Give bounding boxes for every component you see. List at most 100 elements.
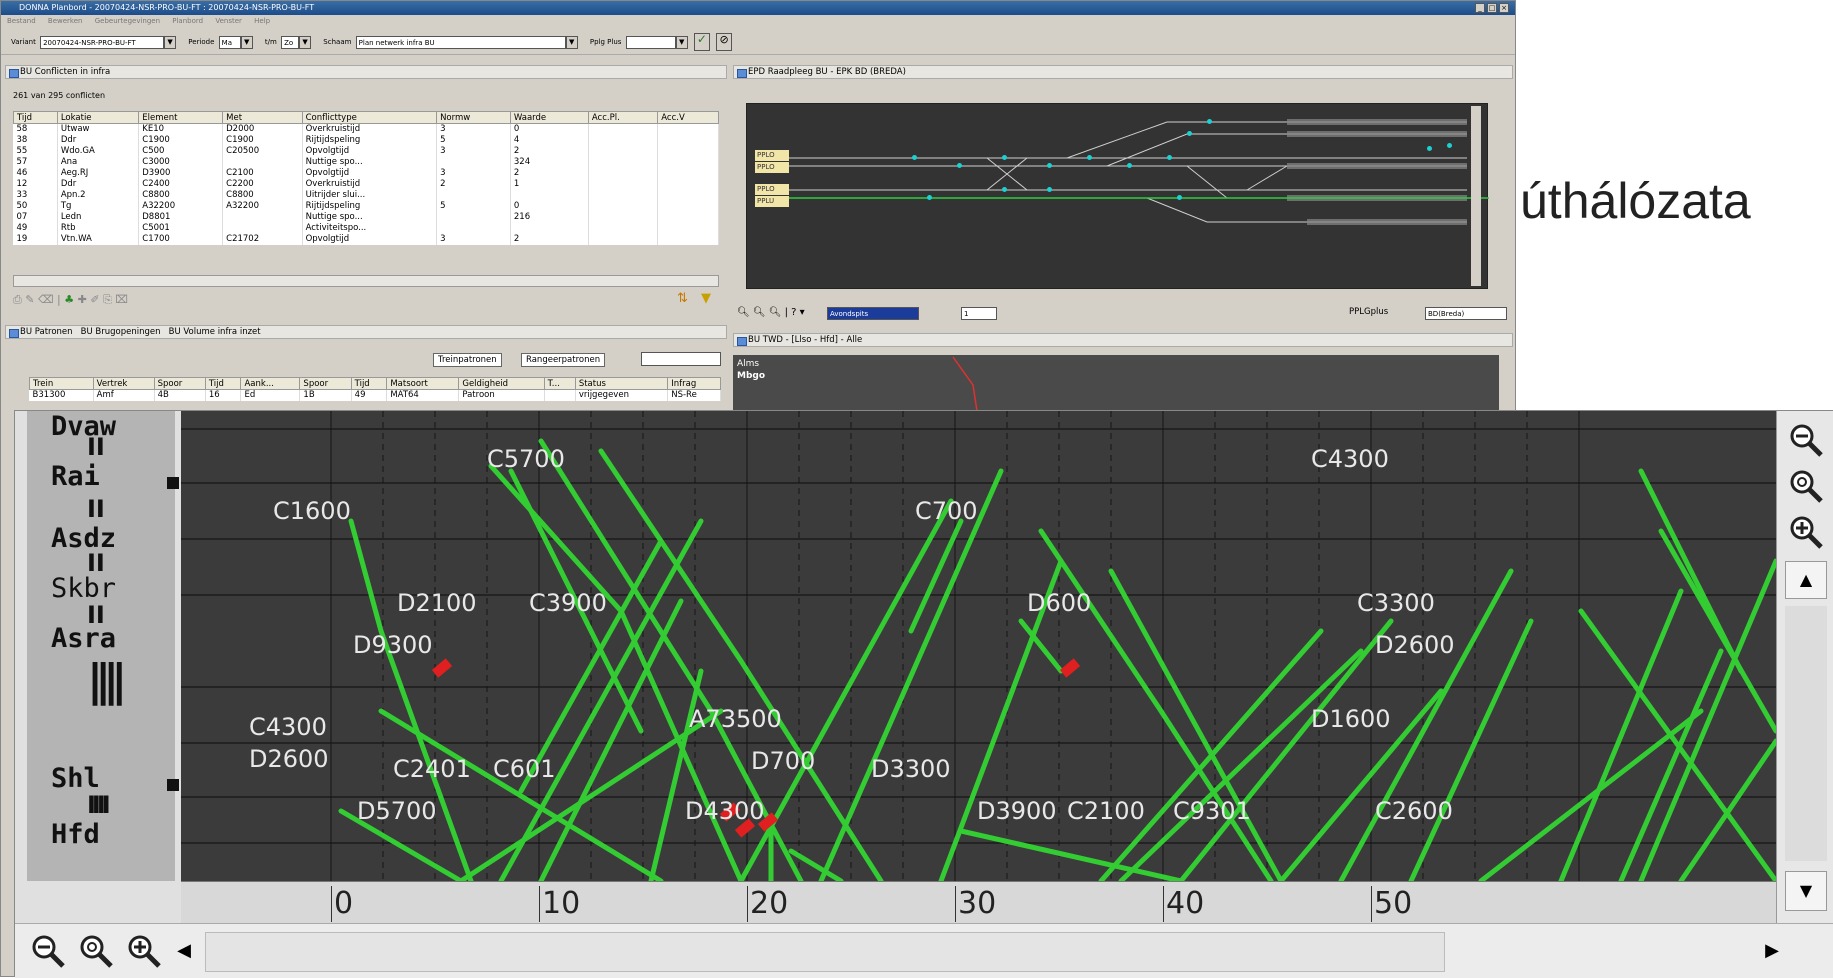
scroll-right-button[interactable]: ▶ — [1765, 940, 1779, 961]
table-row[interactable]: 07 Ledn D8801 Nuttige spo... 216 — [13, 211, 719, 223]
train-path[interactable] — [1338, 568, 1514, 881]
train-path[interactable] — [1118, 648, 1364, 881]
menu-bewerken[interactable]: Bewerken — [47, 17, 83, 25]
zoom-out-icon[interactable] — [1787, 421, 1825, 459]
column-header[interactable]: Acc.V — [657, 111, 719, 124]
train-path-graph[interactable]: C5700 C4300 C1600 C700 D2100 C3900 D600 C3300 D9… — [181, 411, 1776, 881]
train-path[interactable] — [1408, 618, 1534, 881]
train-path[interactable] — [1278, 688, 1444, 881]
table-row[interactable]: 12 Ddr C2400 C2200 Overkruistijd 2 1 — [13, 178, 719, 190]
column-header[interactable]: Trein — [29, 377, 94, 390]
epd-node[interactable] — [1207, 119, 1212, 124]
train-path[interactable] — [378, 708, 664, 881]
train-path[interactable] — [1678, 738, 1776, 881]
epd-node[interactable] — [1127, 163, 1132, 168]
horizontal-scrollbar-track[interactable] — [205, 932, 1445, 972]
zoom-in-icon[interactable] — [125, 932, 163, 970]
ppl-tag[interactable]: PPLO — [755, 184, 789, 195]
filter-icon[interactable]: ▼ — [701, 291, 711, 306]
train-label[interactable]: D3300 — [871, 755, 951, 783]
column-header[interactable]: Met — [222, 111, 303, 124]
pplgplus-select[interactable]: BD(Breda) — [1425, 307, 1507, 320]
train-path[interactable] — [1038, 528, 1274, 881]
train-path[interactable] — [908, 518, 964, 634]
train-label[interactable]: D1600 — [1311, 705, 1391, 733]
column-header[interactable]: Acc.Pl. — [587, 111, 659, 124]
train-path[interactable] — [498, 518, 704, 881]
train-label[interactable]: C700 — [915, 497, 978, 525]
epd-node[interactable] — [927, 195, 932, 200]
variant-dropdown-button[interactable]: ▼ — [164, 35, 177, 49]
column-header[interactable]: Infrag — [667, 377, 721, 390]
epd-node[interactable] — [957, 163, 962, 168]
train-path[interactable] — [538, 598, 684, 881]
sort-icon[interactable]: ⇅ — [677, 291, 688, 306]
column-header[interactable]: Spoor — [153, 377, 206, 390]
time-period-select[interactable]: Avondspits — [827, 307, 919, 320]
train-label[interactable]: C4300 — [1311, 445, 1389, 473]
zoom-in-icon[interactable] — [1787, 513, 1825, 551]
column-header[interactable]: Geldigheid — [458, 377, 545, 390]
conflict-marker[interactable] — [734, 818, 756, 838]
train-label[interactable]: D3900 — [977, 797, 1057, 825]
column-header[interactable]: T... — [543, 377, 576, 390]
minimize-button[interactable]: _ — [1475, 3, 1485, 13]
table-row[interactable]: 38 Ddr C1900 C1900 Rijtijdspeling 5 4 — [13, 134, 719, 146]
train-path[interactable] — [958, 828, 1184, 881]
rangeerpatronen-button[interactable]: Rangeerpatronen — [521, 353, 606, 367]
column-header[interactable]: Tijd — [350, 377, 388, 390]
conflicts-table[interactable]: Tijd Lokatie Element Met Conflicttype Normw Wa… — [13, 111, 719, 245]
epd-node[interactable] — [912, 155, 917, 160]
epd-node[interactable] — [1047, 187, 1052, 192]
table-row[interactable]: 49 Rtb C5001 Activiteitspo... — [13, 222, 719, 234]
close-button[interactable]: × — [1499, 3, 1509, 13]
conflict-marker[interactable] — [1059, 658, 1081, 678]
train-label[interactable]: D700 — [751, 747, 815, 775]
zoom-reset-icon[interactable] — [77, 932, 115, 970]
train-label[interactable]: D2600 — [249, 745, 329, 773]
column-header[interactable]: Tijd — [204, 377, 242, 390]
column-header[interactable]: Normw — [436, 111, 511, 124]
menu-planbord[interactable]: Planbord — [172, 17, 204, 25]
train-label[interactable]: D5700 — [357, 797, 437, 825]
train-path[interactable] — [1098, 628, 1324, 881]
zoom-reset-icon[interactable] — [1787, 467, 1825, 505]
table-row[interactable]: 33 Apn.2 C8800 C8800 Uitrijder slui... — [13, 189, 719, 201]
epd-node[interactable] — [1427, 146, 1432, 151]
column-header[interactable]: Matsoort — [386, 377, 460, 390]
schaam-dropdown-button[interactable]: ▼ — [565, 35, 578, 49]
train-path[interactable] — [1638, 558, 1776, 881]
conflict-marker[interactable] — [431, 658, 453, 678]
epd-panel-header[interactable]: EPD Raadpleeg BU - EPK BD (BREDA) — [733, 65, 1513, 79]
epd-node[interactable] — [1002, 187, 1007, 192]
column-header[interactable]: Conflicttype — [301, 111, 438, 124]
epd-node[interactable] — [1167, 155, 1172, 160]
table-row[interactable]: 58 Utwaw KE10 D2000 Overkruistijd 3 0 — [13, 123, 719, 135]
table-row[interactable]: 19 Vtn.WA C1700 C21702 Opvolgtijd 3 2 — [13, 233, 719, 245]
train-path[interactable] — [348, 518, 474, 881]
epd-zoom-icons[interactable]: 🔍︎ 🔍︎ 🔍︎ | ? ▾ — [737, 307, 805, 318]
zoom-out-icon[interactable] — [29, 932, 67, 970]
column-header[interactable]: Vertrek — [92, 377, 155, 390]
menu-gebeurtegevingen[interactable]: Gebeurtegevingen — [94, 17, 161, 25]
epd-node[interactable] — [1087, 155, 1092, 160]
column-header[interactable]: Element — [138, 111, 224, 124]
epd-node[interactable] — [1187, 131, 1192, 136]
ppl-tag[interactable]: PPLO — [755, 150, 789, 161]
cancel-icon[interactable]: ⊘ — [716, 33, 733, 51]
menu-venster[interactable]: Venster — [215, 17, 242, 25]
train-path[interactable] — [648, 668, 704, 881]
epd-track-diagram[interactable]: PPLO PPLO PPLO PPLU — [746, 103, 1489, 289]
epd-node[interactable] — [1047, 163, 1052, 168]
pplg-plus-dropdown-button[interactable]: ▼ — [675, 35, 688, 49]
train-path[interactable] — [818, 468, 1004, 881]
conflicts-horizontal-scrollbar[interactable] — [13, 275, 719, 287]
patterns-table[interactable]: Trein Vertrek Spoor Tijd Aank... Spoor Tijd Mat… — [29, 377, 721, 401]
table-row[interactable]: 57 Ana C3000 Nuttige spo... 324 — [13, 156, 719, 168]
train-path[interactable] — [1558, 588, 1684, 881]
treinpatronen-button[interactable]: Treinpatronen — [433, 353, 502, 367]
train-label[interactable]: D2600 — [1375, 631, 1455, 659]
train-path[interactable] — [508, 468, 644, 734]
epd-node[interactable] — [1447, 143, 1452, 148]
periode-dropdown-button[interactable]: ▼ — [240, 35, 253, 49]
